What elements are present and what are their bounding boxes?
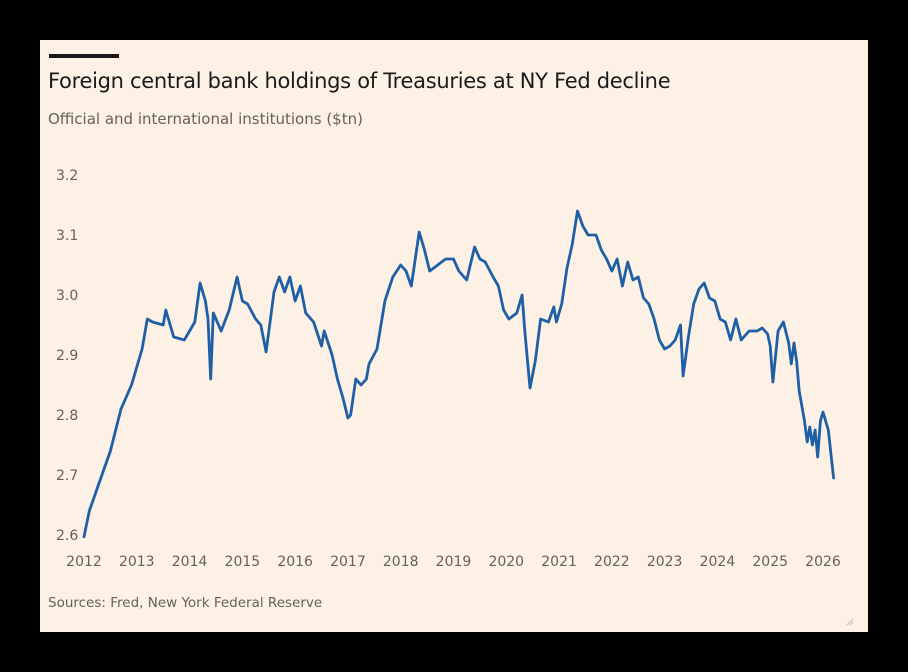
x-tick-label: 2012 [66, 554, 102, 570]
x-tick-label: 2017 [330, 554, 366, 570]
y-axis: 2.6 2.7 2.8 2.9 3.0 3.1 3.2 [56, 168, 78, 544]
x-tick-label: 2014 [172, 554, 208, 570]
source-note: Sources: Fred, New York Federal Reserve [48, 595, 323, 611]
series-line [82, 209, 835, 539]
x-tick-label: 2025 [752, 554, 788, 570]
x-axis: 2012 2013 2014 2015 2016 2017 2018 2019 2020 2021… [66, 554, 841, 570]
y-tick-label: 2.8 [56, 408, 78, 424]
y-tick-label: 2.7 [56, 468, 78, 484]
x-tick-label: 2013 [119, 554, 155, 570]
x-tick-label: 2015 [225, 554, 261, 570]
x-tick-label: 2020 [488, 554, 524, 570]
chart-title: Foreign central bank holdings of Treasur… [48, 69, 671, 93]
y-tick-label: 3.1 [56, 228, 78, 244]
x-tick-label: 2023 [647, 554, 683, 570]
resize-grip-icon [846, 618, 854, 626]
x-tick-label: 2018 [383, 554, 419, 570]
x-tick-label: 2024 [700, 554, 736, 570]
chart-subtitle: Official and international institutions … [48, 110, 363, 128]
series-lines [82, 209, 835, 539]
y-tick-label: 2.6 [56, 528, 78, 544]
chart-card: Foreign central bank holdings of Treasur… [40, 40, 868, 632]
x-tick-label: 2022 [594, 554, 630, 570]
line-chart: 2.62.72.82.93.03.13.2 2012 2013 2014 2015 20… [56, 168, 841, 570]
y-tick-label: 2.9 [56, 348, 78, 364]
y-tick-label: 3.2 [56, 168, 78, 184]
x-tick-label: 2016 [277, 554, 313, 570]
x-tick-label: 2021 [541, 554, 577, 570]
x-tick-label: 2026 [805, 554, 841, 570]
y-tick-label: 3.0 [56, 288, 78, 304]
top-rule [49, 54, 119, 58]
x-tick-label: 2019 [436, 554, 472, 570]
